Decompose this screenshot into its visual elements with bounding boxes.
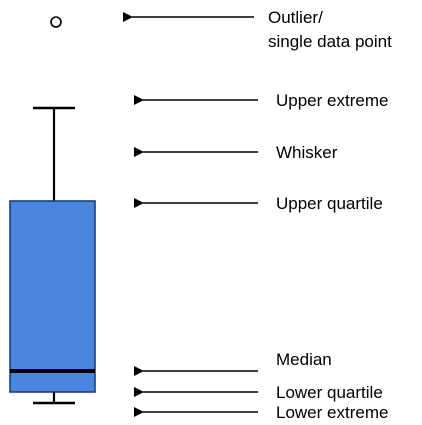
lower-extreme-label: Lower extreme [276,403,388,422]
whisker-label: Whisker [276,143,338,162]
upper-quartile-label: Upper quartile [276,194,383,213]
outlier-circle-icon [50,16,62,28]
outlier-label-line2: single data point [268,32,392,51]
interquartile-box [9,200,96,393]
lower-quartile-label: Lower quartile [276,383,383,402]
box-plot [9,16,96,405]
median-label: Median [276,350,332,369]
outlier-label-line1: Outlier/ [268,8,323,27]
upper-extreme-label: Upper extreme [276,91,388,110]
labels: Outlier/ single data point Upper extreme… [268,8,392,422]
arrows [123,12,258,417]
